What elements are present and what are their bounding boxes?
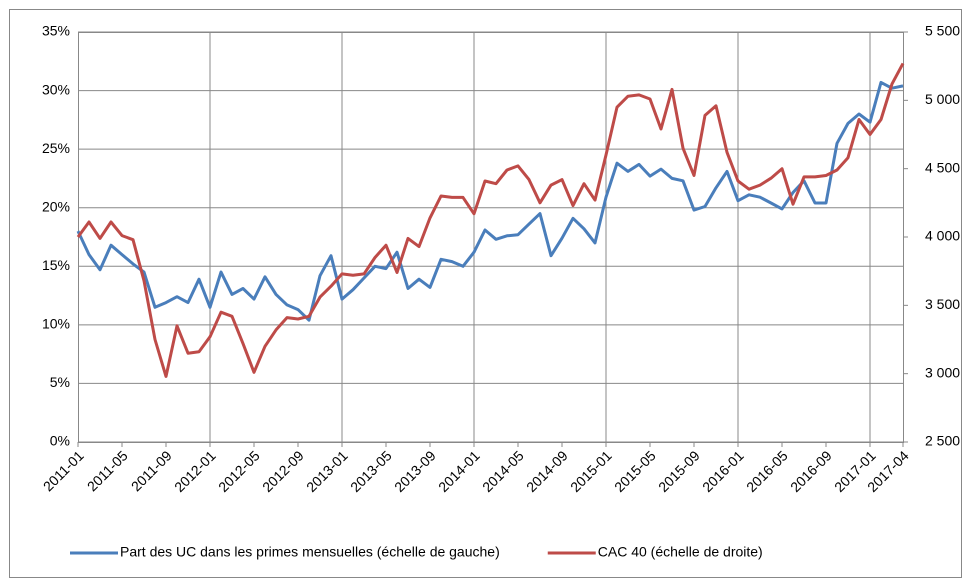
legend-label: CAC 40 (échelle de droite) (598, 544, 763, 560)
legend-label: Part des UC dans les primes mensuelles (… (120, 544, 500, 560)
y2-tick-label: 5 500 (925, 23, 960, 39)
y2-tick-label: 3 500 (925, 296, 960, 312)
y-tick-label: 20% (42, 198, 70, 214)
y-tick-label: 35% (42, 23, 70, 39)
chart-border (9, 9, 962, 578)
y-tick-label: 25% (42, 140, 70, 156)
series-line (76, 80, 904, 322)
y2-tick-label: 4 500 (925, 159, 960, 175)
y2-tick-label: 2 500 (925, 433, 960, 449)
y-tick-label: 0% (50, 433, 70, 449)
y2-tick-label: 3 000 (925, 364, 960, 380)
legend: Part des UC dans les primes mensuelles (… (70, 544, 763, 560)
y-tick-label: 10% (42, 316, 70, 332)
series-line (76, 62, 905, 378)
y2-tick-label: 4 000 (925, 228, 960, 244)
y-tick-label: 15% (42, 257, 70, 273)
y-tick-label: 30% (42, 81, 70, 97)
y-tick-label: 5% (50, 374, 70, 390)
y2-tick-label: 5 000 (925, 91, 960, 107)
